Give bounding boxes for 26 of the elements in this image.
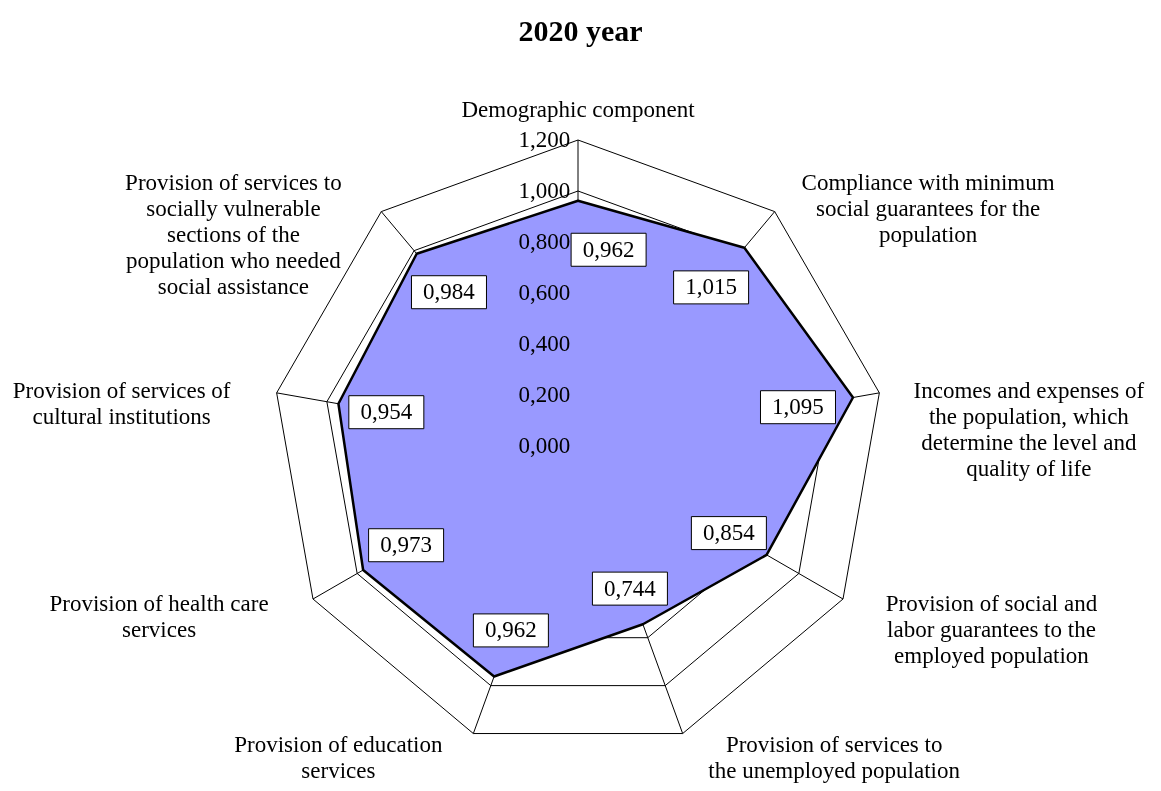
y-tick-label: 0,200 — [518, 382, 571, 407]
data-label: 1,015 — [685, 274, 737, 300]
spoke-label: Provision of services of cultural institutions — [12, 378, 231, 430]
y-tick-label: 1,000 — [518, 178, 571, 203]
y-tick-label: 1,200 — [518, 127, 571, 152]
spoke-label: Incomes and expenses of the population, which determine the level and quality of life — [913, 378, 1145, 482]
spoke-label: Compliance with minimum social guarantees for the population — [801, 169, 1055, 247]
spoke-label: Provision of social and labor guarantees to the employed population — [885, 590, 1098, 668]
spoke-label: Provision of services to socially vulnerable sections of the population who needed social assistance — [125, 169, 342, 299]
y-tick-label: 0,400 — [518, 331, 571, 356]
data-label: 0,962 — [485, 617, 537, 643]
data-label: 0,744 — [604, 575, 657, 601]
y-tick-label: 0,000 — [518, 433, 571, 458]
chart-title: 2020 year — [518, 14, 643, 47]
data-label: 0,973 — [380, 532, 432, 558]
data-label: 0,984 — [423, 279, 476, 305]
data-label: 1,095 — [772, 394, 824, 420]
data-label: 0,962 — [582, 236, 635, 262]
spoke-label: Provision of education services — [234, 731, 443, 783]
data-label: 0,954 — [360, 399, 413, 425]
y-tick-label: 0,800 — [518, 229, 571, 254]
spoke-label: Provision of services to the unemployed population — [708, 731, 961, 783]
data-label: 0,854 — [703, 520, 756, 546]
spoke-label: Provision of health care services — [49, 590, 269, 642]
y-tick-label: 0,600 — [518, 280, 571, 305]
spoke-label: Demographic component — [461, 96, 696, 122]
